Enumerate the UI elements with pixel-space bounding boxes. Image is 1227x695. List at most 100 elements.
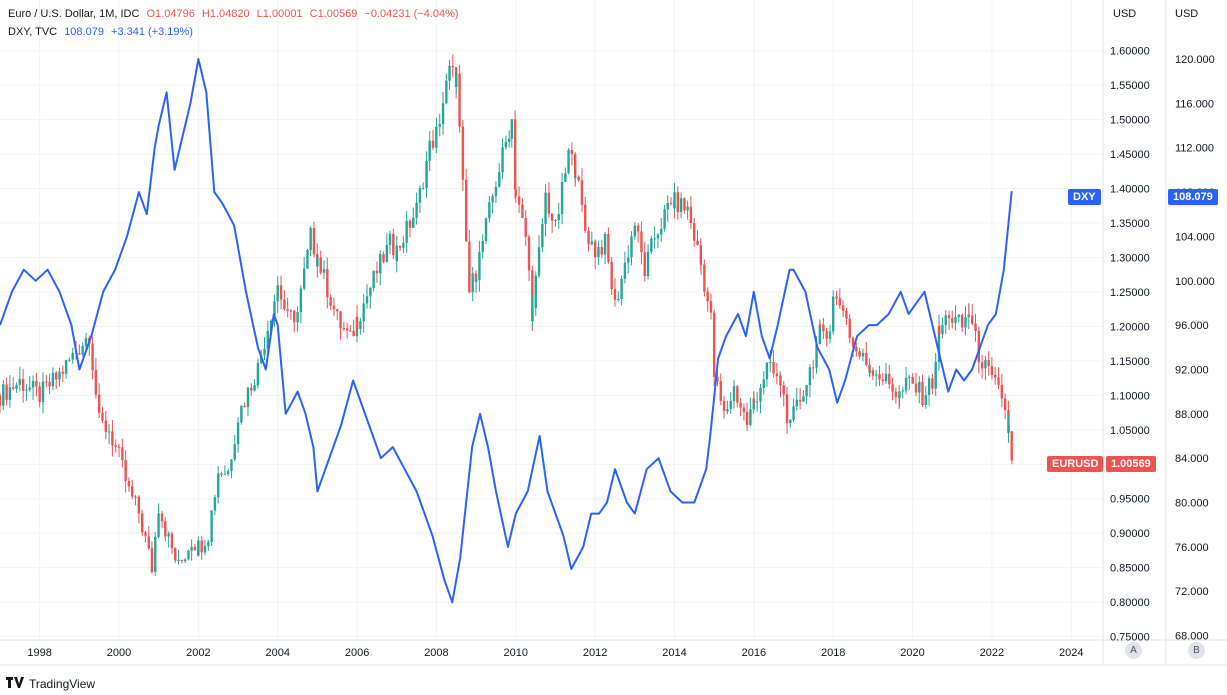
candle-body <box>276 285 279 302</box>
candle-body <box>233 444 236 460</box>
dxy-symbol-tag: DXY <box>1068 189 1101 205</box>
eurusd-price-axis: 1.60000 1.55000 1.50000 1.45000 1.40000 1.350… <box>1110 46 1150 644</box>
eurusd-tick-label: 1.45000 <box>1110 149 1150 161</box>
dxy-tick-label: 104.000 <box>1175 231 1215 243</box>
candle-body <box>732 386 736 401</box>
legend-dxy[interactable]: DXY, TVC 108.079 +3.341 (+3.19%) <box>8 26 197 38</box>
candle-body <box>554 220 557 222</box>
candle-body <box>266 331 270 349</box>
candle-body <box>808 367 812 386</box>
eurusd-tick-label: 1.60000 <box>1110 46 1150 58</box>
candle-body <box>491 196 494 203</box>
candle-body <box>510 119 514 139</box>
time-axis: 1998 2000 2002 2004 2006 2008 2010 2012 2014 2016… <box>27 647 1083 659</box>
candle-body <box>971 315 974 324</box>
candle-body <box>302 268 306 289</box>
candle-body <box>590 241 594 245</box>
x-tick-label: 2022 <box>980 647 1004 659</box>
candle-body <box>408 220 412 228</box>
dxy-price-axis: 120.000116.000112.000108.000104.000100.0… <box>1175 54 1215 643</box>
scale-a-button[interactable]: A <box>1125 642 1142 659</box>
candle-body <box>395 245 398 261</box>
candle-body <box>464 179 468 242</box>
scale-b-button[interactable]: B <box>1188 642 1205 659</box>
candle-body <box>719 381 722 402</box>
candle-body <box>878 374 881 380</box>
candle-body <box>12 387 15 389</box>
dxy-tick-label: 96.000 <box>1175 320 1209 332</box>
candle-body <box>567 149 570 174</box>
candle-body <box>68 359 71 361</box>
candle-body <box>15 384 18 389</box>
candle-body <box>712 312 716 377</box>
candle-body <box>187 550 190 560</box>
x-tick-label: 1998 <box>27 647 51 659</box>
legend-high: H1.04820 <box>201 8 250 20</box>
candle-body <box>124 460 127 481</box>
candle-body <box>504 141 508 148</box>
candle-body <box>898 391 901 398</box>
candle-body <box>960 314 964 328</box>
candle-body <box>2 384 5 406</box>
candle-body <box>967 314 971 316</box>
candle-body <box>121 447 124 461</box>
candle-body <box>841 305 845 311</box>
candle-body <box>471 273 474 293</box>
candle-body <box>507 138 511 142</box>
candle-body <box>28 387 31 390</box>
candle-body <box>911 376 914 384</box>
candle-body <box>937 326 941 335</box>
candle-body <box>1003 398 1007 411</box>
candle-body <box>279 285 283 300</box>
candle-body <box>865 352 868 365</box>
candle-body <box>653 238 656 240</box>
x-tick-label: 2024 <box>1059 647 1083 659</box>
candle-body <box>984 360 987 369</box>
candle-body <box>921 381 924 406</box>
legend-eurusd[interactable]: Euro / U.S. Dollar, 1M, IDC O1.04796 H1.… <box>8 8 463 20</box>
candle-body <box>193 546 197 551</box>
candle-body <box>722 401 726 412</box>
candle-body <box>134 496 137 498</box>
candle-body <box>48 381 51 387</box>
candle-body <box>944 315 947 326</box>
candle-body <box>812 367 815 369</box>
candle-body <box>157 513 160 515</box>
candle-body <box>405 220 408 243</box>
x-tick-label: 2010 <box>504 647 528 659</box>
candle-body <box>1007 425 1010 433</box>
candle-body <box>630 236 633 258</box>
candle-body <box>388 233 392 245</box>
candle-body <box>927 378 931 396</box>
candle-body <box>584 204 587 231</box>
eurusd-tick-label: 0.80000 <box>1110 597 1150 609</box>
eurusd-tick-label: 1.10000 <box>1110 390 1150 402</box>
candle-body <box>636 225 640 232</box>
candle-body <box>643 252 646 277</box>
candle-body <box>131 486 134 497</box>
candle-body <box>617 299 620 301</box>
candle-body <box>5 384 8 400</box>
candle-body <box>253 385 256 391</box>
candle-body <box>0 395 2 406</box>
candle-body <box>537 247 541 276</box>
candle-body <box>650 238 653 252</box>
candle-body <box>544 192 547 224</box>
candle-body <box>980 362 984 369</box>
eurusd-tick-label: 0.85000 <box>1110 563 1150 575</box>
candle-body <box>627 257 630 263</box>
candle-body <box>64 360 68 374</box>
candle-body <box>772 362 775 374</box>
candle-body <box>164 521 167 537</box>
candle-body <box>881 379 884 382</box>
branding[interactable]: TradingView <box>6 676 95 691</box>
dxy-line <box>0 58 1013 604</box>
dxy-tick-label: 84.000 <box>1175 453 1209 465</box>
candle-body <box>81 345 84 355</box>
eurusd-tick-label: 1.55000 <box>1110 80 1150 92</box>
eurusd-tick-label: 1.40000 <box>1110 184 1150 196</box>
candle-body <box>61 371 65 374</box>
candle-body <box>822 324 825 332</box>
candle-body <box>240 406 243 423</box>
